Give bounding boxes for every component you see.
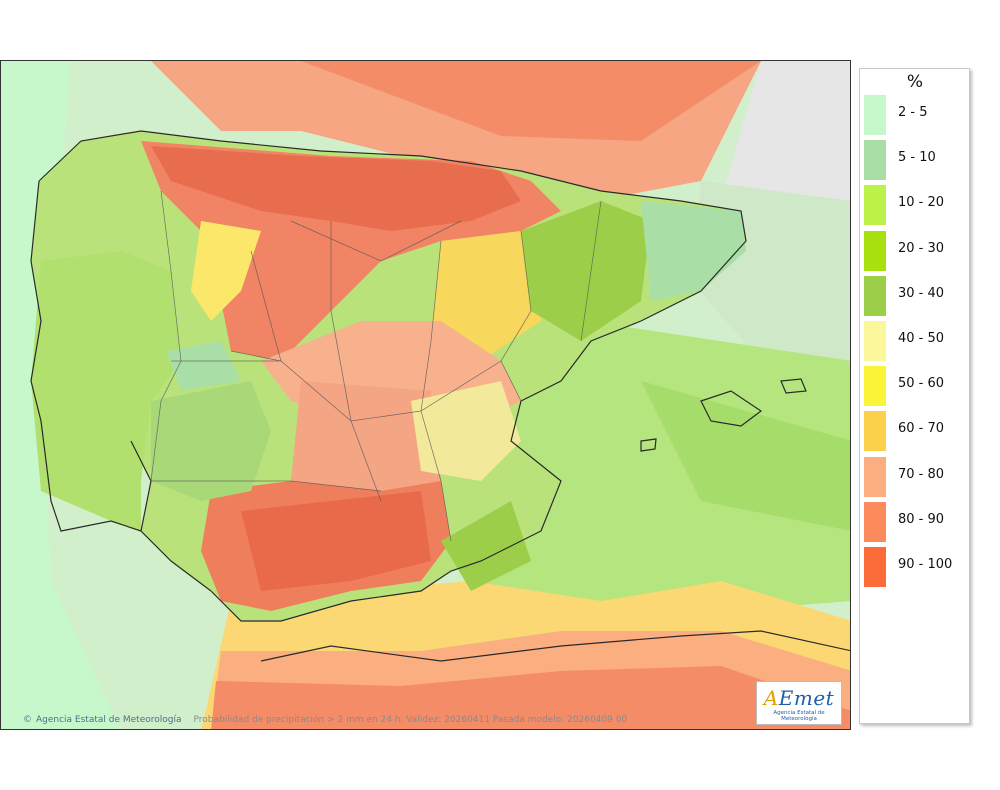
extremadura-field	[151, 381, 271, 501]
region-borders	[150, 190, 602, 542]
legend-item: 70 - 80	[864, 455, 968, 497]
catalonia-green	[641, 201, 746, 301]
legend-label: 50 - 60	[898, 376, 945, 392]
agency-name: Agencia Estatal de Meteorología	[36, 715, 182, 725]
biscay-core	[301, 61, 761, 141]
legend-label: 40 - 50	[898, 331, 945, 346]
portugal-field	[31, 251, 181, 531]
coastlines	[30, 130, 850, 662]
legend-label: 2 - 5	[898, 105, 928, 120]
probability-legend: % 2 - 5 5 - 10 10 - 20 20 - 30 30 - 40 40 - 5…	[859, 68, 970, 724]
probability-map: © Agencia Estatal de Meteorología Probabil…	[0, 60, 851, 730]
legend-label: 20 - 30	[898, 240, 945, 256]
legend-item: 50 - 60	[864, 364, 968, 407]
africa-core	[211, 666, 850, 729]
legend-swatch	[864, 275, 886, 316]
legend-swatch	[864, 95, 886, 135]
legend-label: 70 - 80	[898, 466, 945, 482]
legend-swatch	[864, 411, 886, 452]
legend-swatch	[864, 321, 886, 361]
legend-swatch	[864, 547, 886, 587]
aemet-logo-subtitle: Agencia Estatal de Meteorología	[773, 710, 825, 722]
salamanca-field	[166, 341, 241, 391]
legend-item: 10 - 20	[864, 183, 968, 226]
legend-item: 60 - 70	[864, 409, 968, 452]
precipitation-probability-raster	[1, 61, 850, 729]
legend-swatch	[864, 140, 886, 181]
cantabrian-core	[151, 146, 521, 231]
murcia-field	[441, 501, 531, 591]
legend-item: 5 - 10	[864, 138, 968, 181]
legend-item: 30 - 40	[864, 274, 968, 316]
leon-yellow	[191, 221, 261, 321]
copyright-icon: ©	[23, 715, 32, 725]
legend-label: 90 - 100	[898, 557, 953, 572]
balearic-field	[641, 381, 850, 531]
map-footer: © Agencia Estatal de Meteorología Probabil…	[23, 715, 627, 725]
legend-label: 5 - 10	[898, 150, 936, 166]
legend-item: 20 - 30	[864, 229, 968, 271]
legend-item: 40 - 50	[864, 319, 968, 361]
legend-item: 90 - 100	[864, 545, 968, 587]
aragon-green	[521, 201, 651, 341]
legend-title: %	[906, 72, 924, 92]
legend-label: 30 - 40	[898, 285, 945, 301]
legend-swatch	[864, 185, 886, 226]
atlantic-field	[1, 61, 121, 729]
legend-label: 60 - 70	[898, 421, 945, 437]
andalusia-core	[241, 491, 431, 591]
legend-item: 80 - 90	[864, 500, 968, 542]
legend-item: 2 - 5	[864, 93, 968, 135]
aemet-logo: AEmet Agencia Estatal de Meteorología	[756, 681, 842, 725]
legend-label: 80 - 90	[898, 511, 945, 527]
legend-swatch	[864, 501, 886, 542]
legend-swatch	[864, 366, 886, 407]
legend-label: 10 - 20	[898, 195, 945, 211]
france-area	[721, 61, 850, 221]
aemet-logo-mark: AEmet	[763, 686, 835, 710]
legend-swatch	[864, 230, 886, 271]
levante-yellow	[411, 381, 521, 481]
legend-swatch	[864, 456, 886, 497]
mediterranean-field	[471, 311, 850, 621]
map-description: Probabilidad de precipitación > 2 mm en …	[193, 715, 628, 725]
la-mancha-field	[291, 381, 441, 501]
